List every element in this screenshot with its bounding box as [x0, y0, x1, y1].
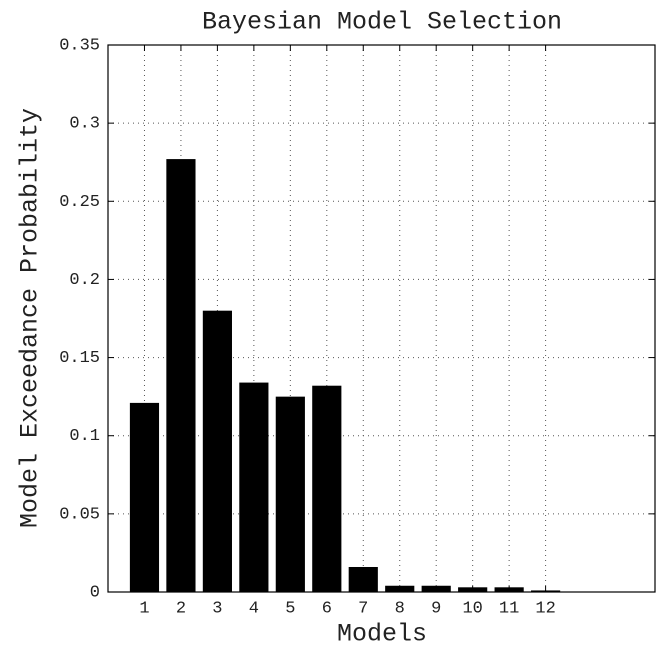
- y-tick-label: 0.2: [69, 271, 100, 290]
- bar: [275, 396, 305, 592]
- x-tick-label: 4: [249, 599, 259, 618]
- x-tick-label: 2: [176, 599, 186, 618]
- bar: [421, 585, 451, 592]
- bar: [129, 402, 160, 592]
- x-tick-label: 10: [462, 599, 482, 618]
- y-tick-label: 0.35: [59, 36, 100, 55]
- y-axis-label: Model Exceedance Probability: [16, 108, 45, 528]
- x-axis-label: Models: [337, 620, 427, 647]
- bar: [312, 385, 342, 592]
- bar: [385, 585, 415, 592]
- bar: [458, 587, 488, 592]
- x-tick-label: 8: [395, 599, 405, 618]
- y-tick-label: 0.05: [59, 505, 100, 524]
- bar: [494, 587, 524, 592]
- x-tick-label: 12: [535, 599, 555, 618]
- y-tick-label: 0.1: [69, 427, 100, 446]
- y-tick-label: 0.15: [59, 349, 100, 368]
- plot-frame: [107, 44, 656, 593]
- bar: [348, 566, 378, 592]
- x-tick-label: 11: [499, 599, 519, 618]
- x-tick-label: 6: [322, 599, 332, 618]
- y-tick-label: 0.3: [69, 115, 100, 134]
- y-tick-label: 0: [90, 583, 100, 602]
- bar: [202, 310, 232, 592]
- bar: [531, 590, 561, 592]
- x-tick-label: 7: [358, 599, 368, 618]
- chart-title: Bayesian Model Selection: [202, 8, 562, 37]
- x-tick-label: 1: [139, 599, 149, 618]
- y-tick-label: 0.25: [59, 193, 100, 212]
- x-tick-label: 5: [285, 599, 295, 618]
- x-tick-label: 3: [212, 599, 222, 618]
- x-tick-label: 9: [431, 599, 441, 618]
- bar: [239, 382, 269, 592]
- bar: [166, 159, 196, 593]
